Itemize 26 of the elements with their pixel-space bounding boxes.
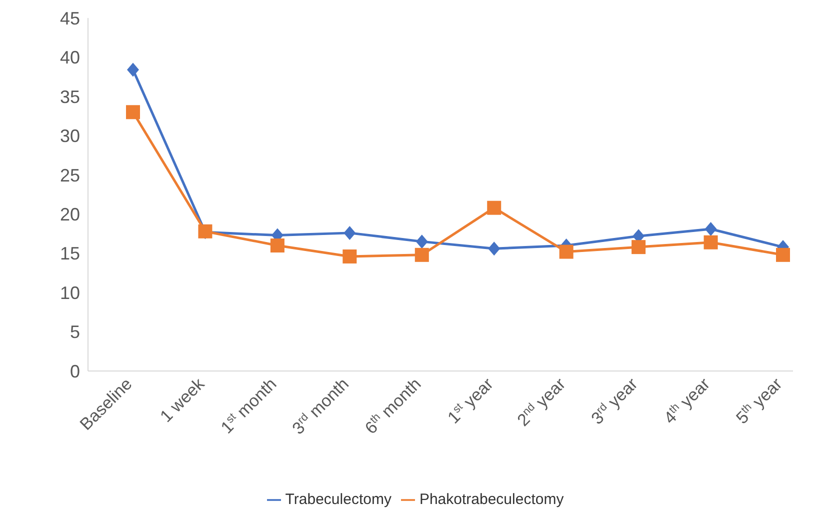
y-tick-label: 5: [70, 322, 80, 342]
point: [559, 244, 574, 259]
point: [487, 200, 502, 215]
point: [127, 62, 139, 77]
y-tick-label: 35: [60, 86, 80, 107]
point: [632, 240, 646, 254]
legend-label: Trabeculectomy: [285, 491, 392, 508]
point: [342, 249, 357, 264]
y-tick-label: 20: [60, 204, 80, 224]
point: [414, 248, 429, 262]
y-tick-label: 0: [70, 361, 80, 382]
y-tick-label: 40: [60, 48, 80, 68]
point: [126, 105, 140, 120]
point: [270, 238, 284, 252]
point: [416, 234, 428, 249]
y-tick-label: 15: [60, 244, 80, 264]
y-tick-label: 45: [60, 8, 80, 28]
y-tick-label: 25: [60, 165, 80, 186]
point: [704, 235, 718, 250]
y-tick-label: 10: [60, 282, 80, 303]
point: [776, 248, 790, 262]
point: [704, 222, 717, 236]
legend-label: Phakotrabeculectomy: [419, 491, 564, 508]
point: [488, 242, 500, 256]
point: [344, 226, 356, 240]
y-tick-label: 30: [60, 126, 80, 146]
